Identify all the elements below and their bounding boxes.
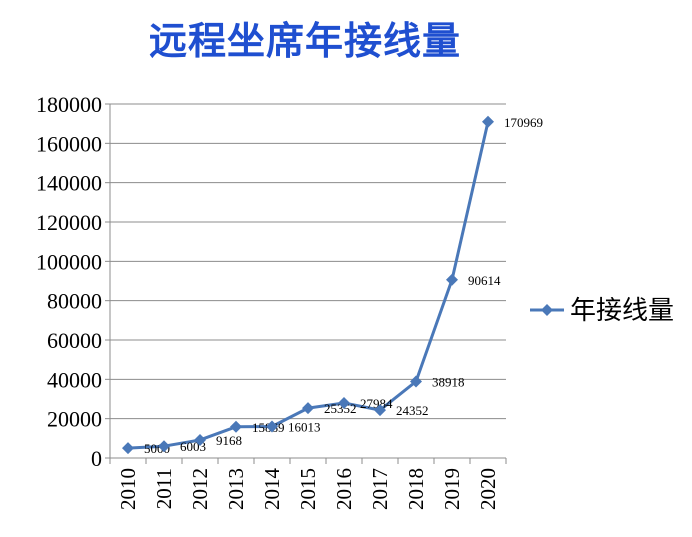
x-tick-label: 2019 xyxy=(440,468,464,510)
y-tick-label: 20000 xyxy=(47,407,102,432)
x-tick-label: 2016 xyxy=(332,468,356,510)
data-label: 16013 xyxy=(288,420,321,435)
data-point-marker xyxy=(374,404,386,417)
y-tick-label: 140000 xyxy=(36,171,102,196)
data-label: 24352 xyxy=(396,403,429,418)
x-tick-label: 2017 xyxy=(368,468,392,510)
chart-title: 远程坐席年接线量 xyxy=(148,19,461,63)
data-point-marker xyxy=(338,396,350,409)
y-tick-label: 100000 xyxy=(36,249,102,274)
data-point-marker xyxy=(194,433,206,446)
y-tick-label: 0 xyxy=(91,446,102,471)
data-point-marker xyxy=(158,440,170,453)
y-tick-label: 120000 xyxy=(36,210,102,235)
x-tick-label: 2015 xyxy=(296,468,320,510)
data-point-marker xyxy=(302,402,314,415)
data-label: 90614 xyxy=(468,273,501,288)
data-point-marker xyxy=(266,420,278,433)
series-line xyxy=(127,121,490,450)
x-tick-label: 2018 xyxy=(404,468,428,510)
y-tick-label: 40000 xyxy=(47,367,102,392)
x-tick-label: 2010 xyxy=(116,468,140,510)
data-point-marker xyxy=(122,442,134,455)
x-tick-label: 2012 xyxy=(188,468,212,510)
y-tick-label: 80000 xyxy=(47,289,102,314)
data-label: 9168 xyxy=(216,433,242,448)
x-tick-label: 2020 xyxy=(476,468,500,510)
data-point-marker xyxy=(446,273,458,286)
legend-label: 年接线量 xyxy=(570,296,674,326)
data-label: 170969 xyxy=(504,115,543,130)
data-point-marker xyxy=(410,375,422,388)
y-tick-label: 60000 xyxy=(47,328,102,353)
data-point-marker xyxy=(482,115,494,128)
data-label: 25352 xyxy=(324,401,357,416)
x-tick-label: 2011 xyxy=(152,468,176,509)
legend-marker xyxy=(541,304,553,316)
x-tick-label: 2014 xyxy=(260,468,284,511)
y-tick-label: 180000 xyxy=(36,92,102,117)
y-tick-label: 160000 xyxy=(36,131,102,156)
x-tick-label: 2013 xyxy=(224,468,248,510)
data-label: 27984 xyxy=(360,396,393,411)
data-label: 38918 xyxy=(432,374,465,389)
data-point-marker xyxy=(230,420,242,433)
